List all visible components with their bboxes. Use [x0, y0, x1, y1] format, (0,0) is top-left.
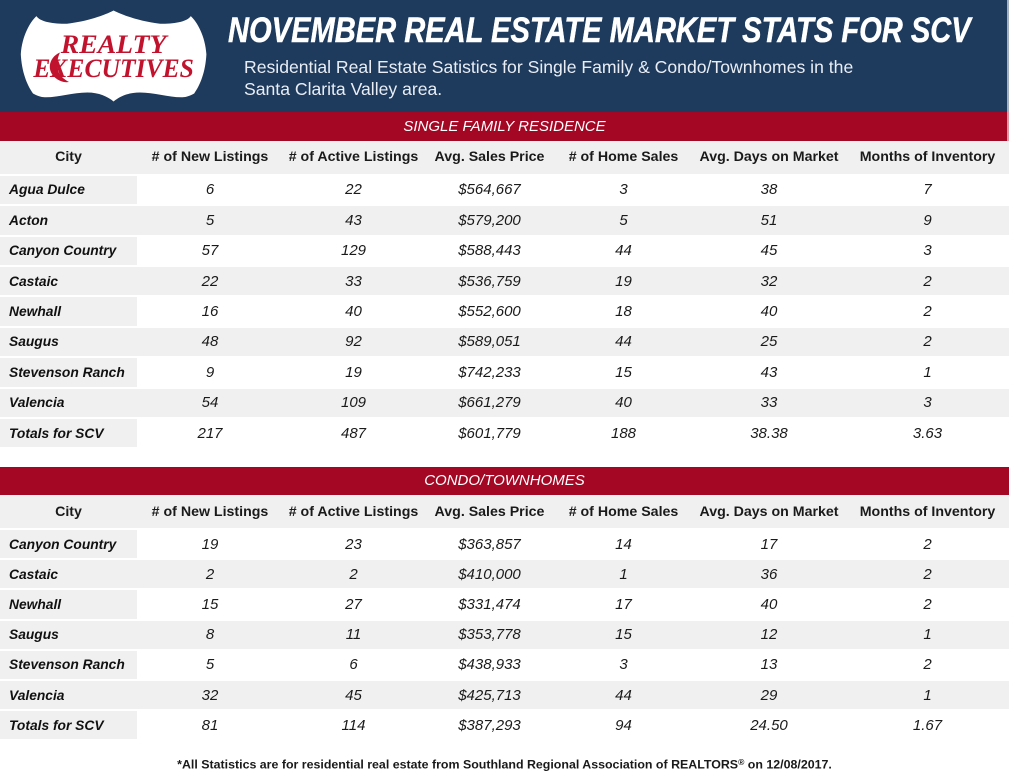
svg-text:REALTY: REALTY [60, 29, 170, 59]
svg-text:EXECUTIVES: EXECUTIVES [32, 53, 193, 83]
